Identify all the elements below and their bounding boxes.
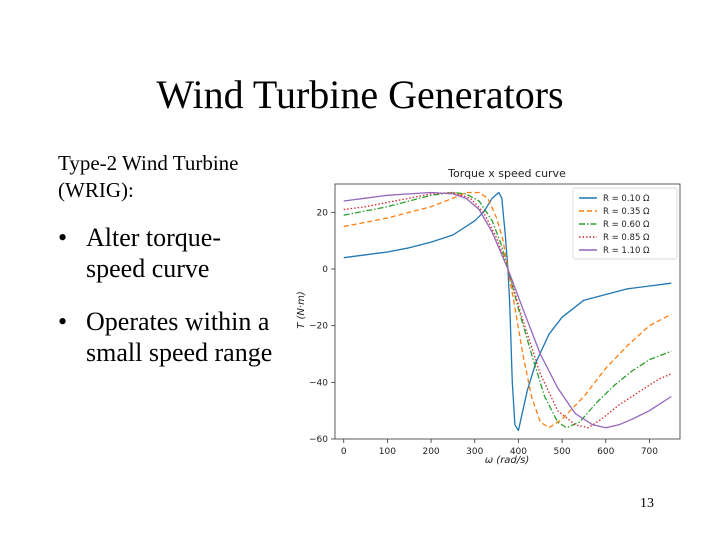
y-tick-label: 20 [317, 208, 329, 218]
y-tick-label: 0 [322, 265, 328, 275]
y-tick-label: −60 [309, 435, 328, 445]
x-axis-label: ω (rad/s) [485, 455, 530, 466]
torque-speed-chart: Torque x speed curve T (N·m) ω (rad/s) 0… [296, 167, 681, 466]
bullet-text: Alter torque-speed curve [86, 223, 222, 283]
y-tick-label: −20 [309, 322, 328, 332]
x-tick-label: 200 [422, 447, 439, 457]
slide-subtitle: Type-2 Wind Turbine (WRIG): [58, 151, 239, 202]
slide-title: Wind Turbine Generators [156, 72, 564, 117]
chart-title: Torque x speed curve [447, 167, 566, 180]
bullet-marker: • [58, 307, 68, 336]
legend-label: R = 0.85 Ω [603, 233, 650, 243]
x-tick-label: 500 [553, 447, 570, 457]
x-tick-label: 0 [341, 447, 347, 457]
x-tick-label: 100 [379, 447, 396, 457]
legend-label: R = 1.10 Ω [603, 246, 650, 256]
page-number: 13 [640, 496, 654, 511]
legend-label: R = 0.60 Ω [603, 220, 650, 230]
x-tick-label: 600 [597, 447, 614, 457]
x-tick-label: 700 [641, 447, 658, 457]
legend-label: R = 0.35 Ω [603, 207, 650, 217]
series-line-4 [343, 191, 672, 429]
bullet-list: • Alter torque-speed curve • Operates wi… [58, 222, 278, 390]
bullet-text: Operates within a small speed range [86, 307, 273, 367]
series-line-3 [343, 191, 672, 429]
plot-area [334, 183, 681, 440]
y-axis-label: T (N·m) [296, 291, 307, 329]
x-tick-label: 400 [510, 447, 527, 457]
chart-legend: R = 0.10 Ω R = 0.35 Ω R = 0.60 Ω R = 0.85 Ω… [572, 187, 678, 260]
series-line-5 [343, 191, 672, 429]
x-tick-label: 300 [466, 447, 483, 457]
y-tick-label: −40 [309, 378, 328, 388]
legend-box [572, 187, 678, 260]
bullet-item: • Operates within a small speed range [58, 306, 278, 368]
bullet-item: • Alter torque-speed curve [58, 222, 278, 284]
bullet-marker: • [58, 223, 68, 252]
legend-label: R = 0.10 Ω [603, 194, 650, 204]
series-line-1 [343, 191, 672, 432]
